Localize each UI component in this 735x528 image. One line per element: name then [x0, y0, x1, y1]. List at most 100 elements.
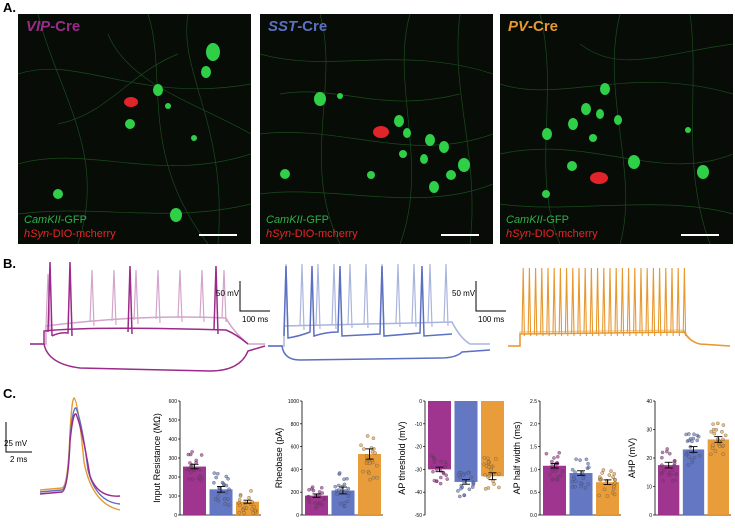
data-point — [197, 468, 202, 472]
data-point — [721, 443, 726, 448]
data-point — [586, 461, 590, 466]
data-point — [434, 467, 439, 471]
data-point — [184, 467, 189, 472]
data-point — [671, 479, 675, 483]
bar-chart-ap-half-width: 0.0 0.5 1.0 1.5 2.0 2.5 AP half width (ms) — [500, 395, 625, 523]
legend-red-sst: hSyn-DIO-mcherry — [266, 228, 358, 240]
y-axis-label: AP half width (ms) — [512, 422, 522, 495]
data-point — [690, 457, 694, 462]
data-point — [238, 503, 242, 507]
panel-label-b: B. — [3, 256, 16, 271]
data-point — [346, 494, 351, 499]
data-point — [486, 456, 490, 461]
data-point — [544, 451, 549, 456]
data-point — [470, 485, 475, 489]
data-point — [661, 478, 665, 483]
data-point — [709, 430, 713, 434]
data-point — [320, 491, 325, 495]
bar-sst — [209, 489, 233, 515]
data-point — [459, 486, 463, 491]
data-point — [226, 477, 230, 481]
data-point — [557, 451, 561, 455]
data-point — [242, 511, 246, 515]
data-point — [669, 472, 673, 477]
scale-voltage-label: 50 mV — [452, 289, 476, 298]
data-point — [311, 488, 316, 493]
data-point — [337, 483, 341, 488]
firing-traces: 50 mV 100 ms 50 mV 100 ms — [30, 261, 731, 372]
data-point — [573, 484, 577, 489]
data-point — [466, 471, 470, 475]
data-point — [438, 481, 443, 486]
data-point — [578, 481, 583, 485]
data-point — [462, 479, 466, 484]
data-point — [601, 468, 606, 472]
data-point — [237, 498, 242, 502]
data-point — [199, 453, 204, 457]
data-point — [721, 452, 725, 456]
data-point — [662, 468, 666, 473]
bar-sst — [454, 401, 478, 482]
data-point — [552, 456, 556, 460]
data-point — [433, 458, 437, 462]
data-point — [586, 482, 591, 486]
data-point — [320, 486, 324, 490]
data-point — [375, 463, 379, 468]
y-tick-label: 400 — [291, 467, 300, 473]
data-point — [570, 479, 575, 484]
scale-bar-traces: 50 mV 100 ms — [216, 281, 270, 324]
y-tick-label: 400 — [169, 437, 178, 443]
data-point — [371, 436, 376, 440]
y-tick-label: 1.0 — [530, 467, 537, 473]
y-axis-label: AHP (mV) — [627, 438, 637, 478]
micrograph-vip: VIP-Cre CamKII-GFP hSyn-DIO-mcherry — [18, 14, 251, 244]
data-point — [196, 476, 201, 481]
y-tick-label: 0.5 — [530, 490, 537, 496]
data-point — [583, 486, 588, 490]
data-point — [659, 472, 664, 476]
data-point — [482, 456, 487, 460]
y-tick-label: 600 — [291, 445, 300, 451]
data-point — [342, 504, 347, 509]
data-point — [697, 454, 702, 458]
data-point — [359, 443, 363, 447]
data-point — [497, 472, 501, 476]
y-tick-label: 20 — [646, 456, 652, 462]
data-point — [253, 509, 257, 513]
data-point — [612, 484, 616, 489]
data-point — [684, 452, 688, 457]
data-point — [188, 461, 192, 465]
data-point — [212, 471, 217, 475]
data-point — [434, 479, 439, 483]
micrograph-title-vip: VIP-Cre — [26, 18, 81, 35]
bar-pv — [358, 454, 381, 515]
data-point — [187, 477, 191, 481]
data-point — [342, 482, 347, 487]
data-point — [558, 473, 563, 478]
data-point — [342, 501, 347, 505]
data-point — [555, 477, 559, 482]
data-point — [364, 461, 369, 465]
data-point — [338, 501, 343, 506]
data-point — [212, 480, 216, 485]
data-point — [213, 497, 218, 501]
data-point — [579, 484, 583, 489]
data-point — [574, 479, 578, 484]
micrograph-sst: SST-Cre CamKII-GFP hSyn-DIO-mcherry — [260, 14, 493, 244]
y-tick-label: 1.5 — [530, 445, 537, 451]
data-point — [343, 489, 348, 493]
data-point — [362, 447, 366, 451]
y-axis-label: Input Resistance (MΩ) — [152, 413, 162, 503]
data-point — [333, 484, 337, 489]
data-point — [458, 494, 462, 499]
data-point — [600, 471, 604, 475]
data-point — [710, 446, 715, 450]
data-point — [692, 455, 697, 460]
data-point — [188, 452, 193, 457]
data-point — [199, 478, 203, 483]
data-point — [190, 450, 194, 454]
y-tick-label: 0 — [419, 399, 422, 405]
ap-waveforms: 25 mV 2 ms — [4, 397, 121, 511]
y-tick-label: -50 — [415, 513, 422, 519]
data-point — [574, 457, 578, 461]
